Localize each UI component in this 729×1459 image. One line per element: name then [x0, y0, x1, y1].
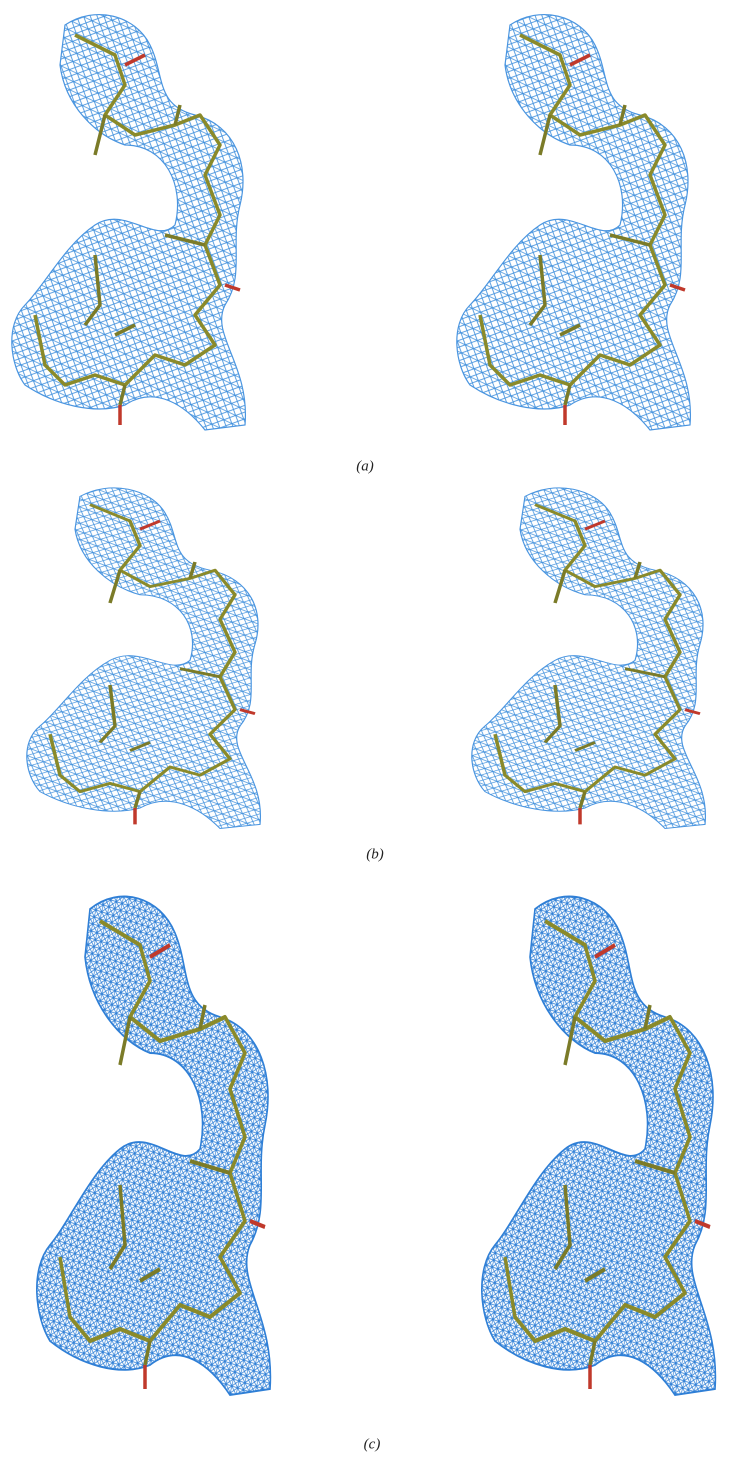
- panel-c-left: [37, 897, 271, 1395]
- panel-c-right: [482, 897, 716, 1395]
- panel-b-right: [472, 488, 706, 829]
- page: {"figure": {"panels": [{"label": "(a)"},…: [0, 0, 729, 1459]
- panel-label: (c): [364, 1436, 381, 1452]
- panel-label: (a): [356, 458, 374, 474]
- figure: (a) (b) (c): [0, 0, 729, 1459]
- panel-b-left: [27, 488, 261, 829]
- panel-label: (b): [366, 846, 384, 862]
